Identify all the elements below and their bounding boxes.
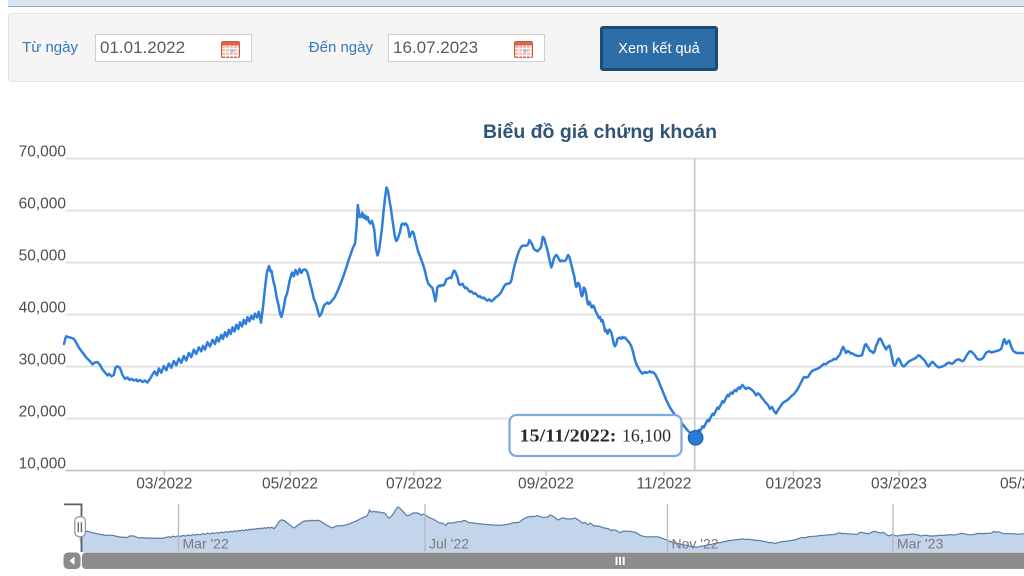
svg-text:05/2022: 05/2022 [262, 476, 318, 493]
svg-text:03/2023: 03/2023 [871, 476, 927, 493]
svg-text:40,000: 40,000 [19, 300, 67, 317]
svg-text:Nov '22: Nov '22 [672, 536, 719, 552]
svg-text:09/2022: 09/2022 [518, 476, 574, 493]
svg-text:Mar '22: Mar '22 [183, 536, 229, 552]
svg-text:Mar '23: Mar '23 [897, 536, 943, 552]
svg-text:15/11/2022:16,100: 15/11/2022: 16,100 [520, 426, 672, 446]
svg-text:20,000: 20,000 [19, 404, 67, 421]
svg-text:01/2023: 01/2023 [765, 476, 821, 493]
svg-text:10,000: 10,000 [19, 456, 67, 473]
svg-text:70,000: 70,000 [19, 144, 67, 161]
svg-text:07/2022: 07/2022 [386, 476, 442, 493]
svg-text:03/2022: 03/2022 [136, 476, 192, 493]
svg-text:60,000: 60,000 [19, 196, 67, 213]
svg-text:50,000: 50,000 [19, 248, 67, 265]
svg-text:Jul '22: Jul '22 [429, 536, 469, 552]
svg-text:30,000: 30,000 [19, 352, 67, 369]
svg-text:11/2022: 11/2022 [637, 476, 692, 493]
svg-text:05/2023: 05/2023 [1000, 476, 1024, 493]
